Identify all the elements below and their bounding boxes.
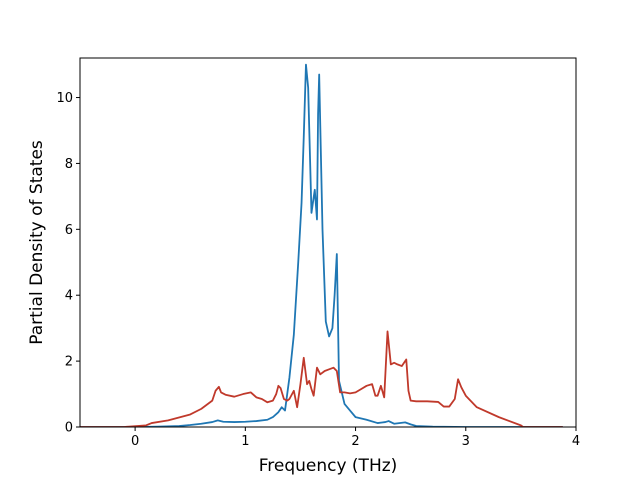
x-tick-label: 0: [131, 434, 139, 449]
y-tick-label: 8: [65, 157, 73, 172]
y-axis-label: Partial Density of States: [27, 140, 47, 345]
y-tick-label: 6: [65, 223, 73, 238]
x-tick-label: 2: [351, 434, 359, 449]
plot-area: [80, 63, 563, 427]
y-tick-label: 0: [65, 421, 73, 436]
axes-frame: [79, 57, 577, 428]
x-tick-label: 1: [241, 434, 249, 449]
series-line-2: [80, 330, 563, 427]
y-axis: 0 2 4 6 8 10: [56, 91, 80, 436]
y-tick-label: 4: [65, 289, 73, 304]
x-axis: 0 1 2 3 4: [131, 427, 580, 449]
series-line-1: [80, 63, 563, 427]
y-tick-label: 10: [56, 91, 73, 106]
x-axis-label: Frequency (THz): [259, 456, 398, 476]
y-tick-label: 2: [65, 355, 73, 370]
x-tick-label: 3: [462, 434, 470, 449]
x-tick-label: 4: [572, 434, 580, 449]
